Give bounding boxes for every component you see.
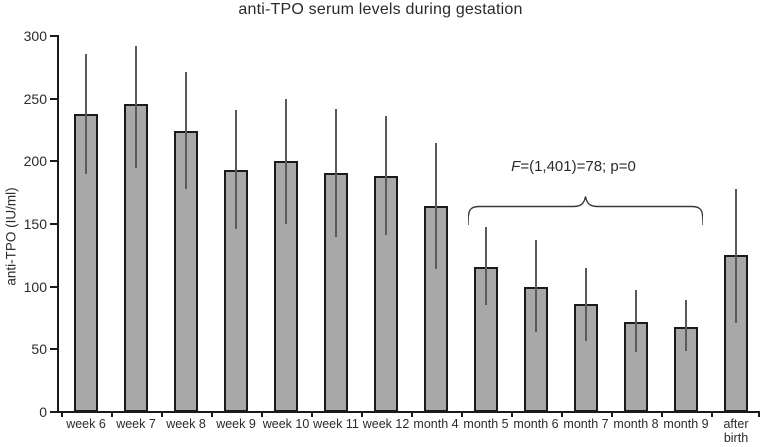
y-tick-label: 0 — [39, 404, 47, 420]
y-tick-label: 250 — [23, 90, 47, 107]
x-category-label: month 5 — [463, 417, 509, 431]
y-tick-label: 100 — [23, 278, 47, 295]
error-bar — [385, 116, 387, 236]
bar — [124, 103, 148, 412]
bar — [574, 304, 598, 412]
x-category-label: week 8 — [166, 417, 206, 431]
x-tick — [561, 412, 563, 417]
error-bar — [235, 109, 237, 229]
error-bar — [135, 46, 137, 168]
x-tick — [758, 412, 760, 417]
error-bar — [85, 53, 87, 174]
x-category-label: week 9 — [216, 417, 256, 431]
error-bar — [685, 300, 687, 351]
error-bar — [435, 142, 437, 270]
error-bar — [585, 267, 587, 341]
x-category-label: week 11 — [313, 417, 359, 431]
y-tick-label: 150 — [23, 216, 47, 232]
y-tick — [50, 411, 57, 413]
x-axis-line — [57, 411, 760, 413]
error-bar — [335, 108, 337, 237]
x-tick — [461, 412, 463, 417]
x-category-label: week 10 — [262, 417, 310, 431]
x-category-label: week 12 — [362, 417, 410, 431]
annotation-rest: =(1,401)=78; p=0 — [520, 158, 636, 175]
x-category-label: week 7 — [116, 417, 156, 431]
x-tick — [211, 412, 213, 417]
x-tick — [611, 412, 613, 417]
y-tick — [50, 35, 57, 37]
x-category-label: after birth — [723, 417, 749, 445]
y-tick — [50, 223, 57, 225]
bar — [324, 172, 348, 412]
x-category-label: month 8 — [613, 417, 659, 431]
x-tick — [311, 412, 313, 417]
y-tick-label: 300 — [23, 28, 47, 44]
x-tick — [411, 412, 413, 417]
x-category-label: month 7 — [563, 417, 609, 431]
significance-brace-icon — [468, 196, 703, 225]
x-tick — [261, 412, 263, 417]
x-tick — [711, 412, 713, 417]
y-axis-line — [57, 35, 59, 413]
y-tick-label: 200 — [23, 153, 47, 170]
annotation-f-symbol: F — [511, 158, 521, 175]
y-tick — [50, 285, 57, 288]
annotation-text: F=(1,401)=78; p=0 — [456, 158, 691, 175]
x-tick — [661, 412, 663, 417]
x-tick — [61, 412, 63, 417]
x-category-label: week 6 — [66, 417, 106, 431]
error-bar — [285, 98, 287, 224]
x-tick — [161, 412, 163, 417]
y-tick-label: 50 — [31, 341, 47, 358]
error-bar — [485, 226, 487, 306]
y-tick — [50, 160, 57, 163]
x-tick — [361, 412, 363, 417]
error-bar — [735, 188, 737, 323]
y-tick — [50, 348, 57, 351]
x-tick — [111, 412, 113, 417]
x-tick — [511, 412, 513, 417]
x-category-label: month 4 — [413, 417, 459, 431]
error-bar — [535, 240, 537, 332]
x-category-label: month 9 — [663, 417, 709, 431]
error-bar — [635, 290, 637, 352]
error-bar — [185, 72, 187, 189]
y-tick — [50, 97, 57, 100]
x-category-label: month 6 — [513, 417, 559, 431]
bar — [74, 113, 98, 412]
chart-title: anti-TPO serum levels during gestation — [238, 1, 523, 18]
